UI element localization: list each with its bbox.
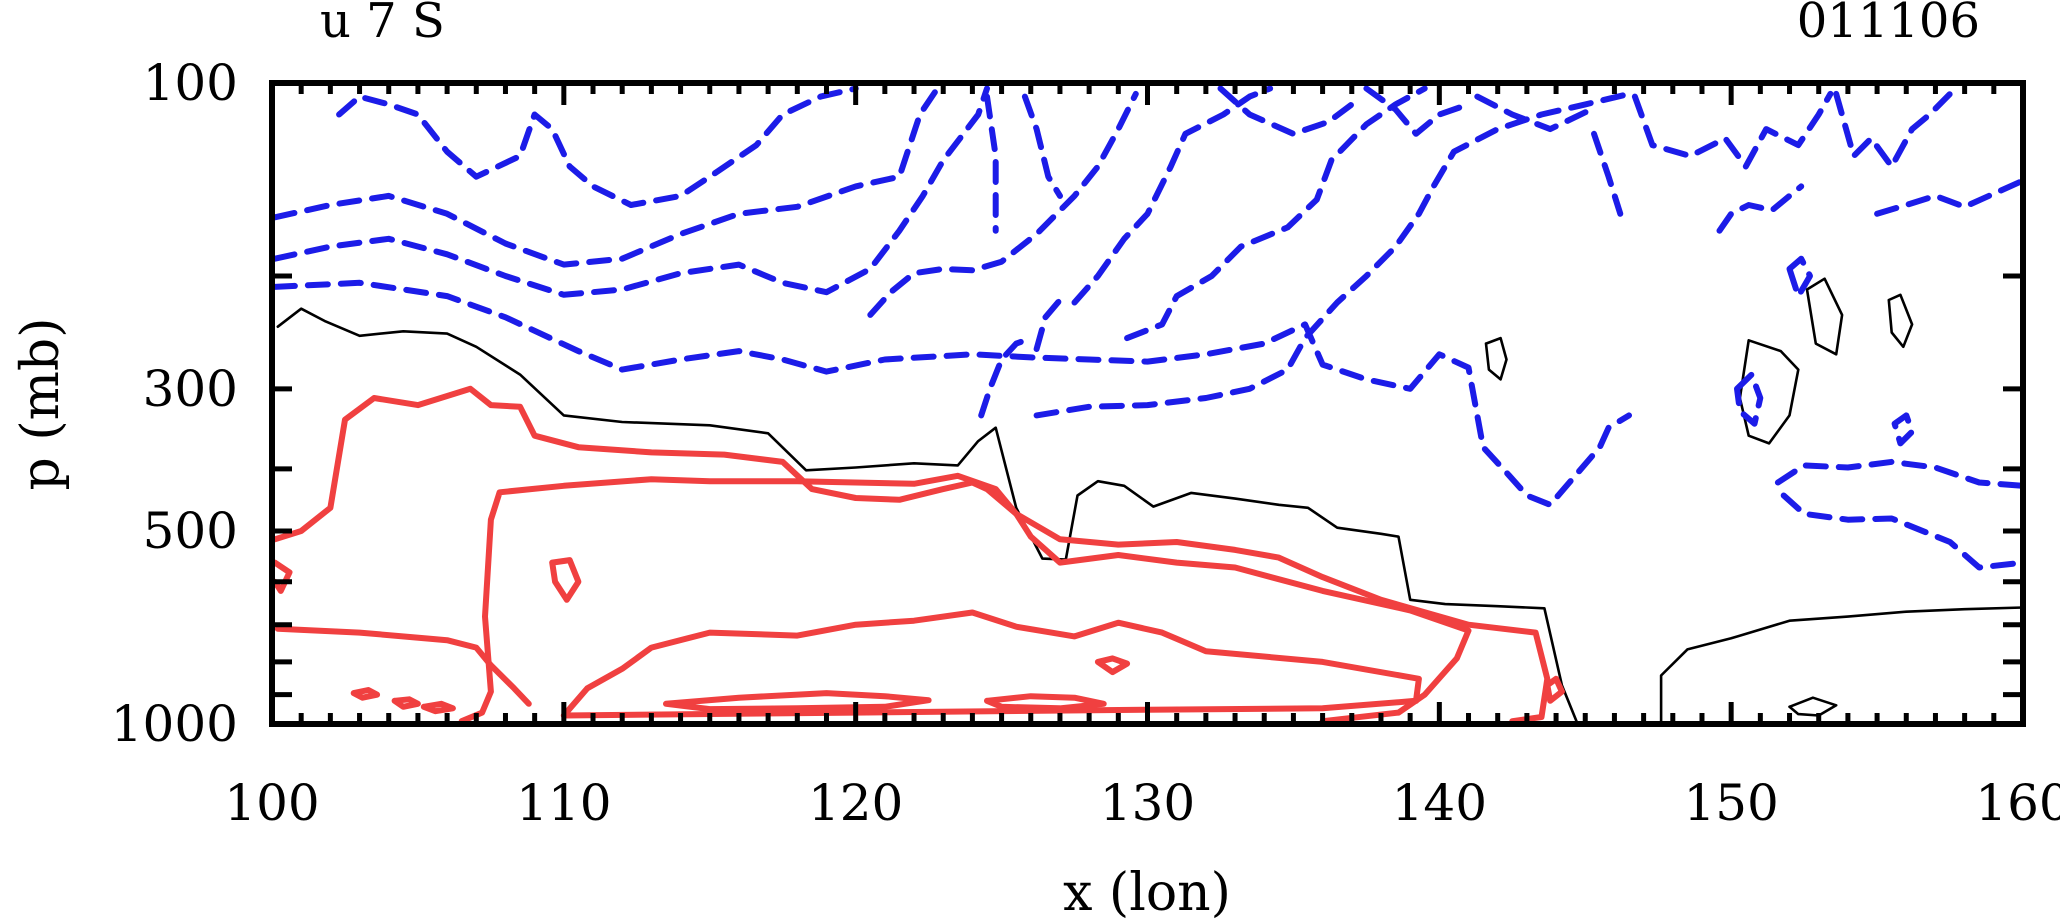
- contour-negative: [271, 85, 941, 268]
- contour-lines: [271, 85, 2026, 725]
- contour-negative: [271, 279, 1632, 508]
- contour-positive: [984, 693, 1107, 712]
- plot-frame: [269, 80, 2026, 727]
- x-tick-label: 120: [808, 774, 903, 832]
- chart-title-right: 011106: [1797, 0, 1980, 49]
- y-tick-labels: 100 300 500 1000: [111, 54, 238, 753]
- y-tick-label: 1000: [111, 695, 238, 753]
- contour-zero: [1659, 606, 2025, 724]
- contour-negative: [1786, 255, 1813, 300]
- x-axis-label: x (lon): [1063, 863, 1231, 923]
- contour-zero: [1738, 339, 1800, 445]
- contour-negative: [1363, 85, 1472, 137]
- y-tick-label: 300: [143, 360, 238, 418]
- contour-positive: [271, 385, 1551, 725]
- x-tick-label: 150: [1683, 774, 1778, 832]
- contour-positive: [274, 625, 532, 707]
- contour-positive: [350, 687, 381, 701]
- contour-negative: [1874, 177, 2026, 217]
- contour-zero: [1788, 696, 1838, 717]
- contour-positive: [560, 609, 1422, 719]
- x-tick-labels: 100 110 120 130 140 150 160: [224, 774, 2060, 832]
- chart-title-left: u 7 S: [320, 0, 445, 49]
- contour-positive: [391, 696, 421, 710]
- y-axis-label: p (mb): [11, 318, 71, 491]
- contour-negative: [1217, 85, 1355, 137]
- contour-negative: [1774, 458, 2026, 489]
- contour-zero: [1484, 336, 1508, 381]
- contour-positive: [271, 559, 293, 594]
- x-tick-label: 100: [224, 774, 319, 832]
- contour-positive: [458, 472, 1472, 725]
- contour-negative: [1716, 183, 1805, 234]
- contour-zero: [1887, 293, 1914, 349]
- contour-negative: [336, 85, 859, 208]
- contour-negative: [1631, 90, 1834, 170]
- x-tick-label: 160: [1975, 774, 2060, 832]
- contour-negative: [1474, 93, 1595, 133]
- x-tick-label: 130: [1100, 774, 1195, 832]
- y-tick-label: 100: [143, 54, 238, 112]
- contour-positive: [420, 700, 456, 715]
- contour-zero: [1805, 277, 1844, 356]
- contour-negative: [1021, 93, 1063, 199]
- y-tick-label: 500: [143, 502, 238, 560]
- x-tick-label: 140: [1392, 774, 1487, 832]
- contour-negative: [984, 93, 999, 234]
- contour-negative: [867, 90, 1139, 318]
- contour-negative: [978, 335, 1034, 419]
- contour-negative: [1033, 297, 1063, 352]
- contour-positive: [663, 690, 932, 713]
- contour-positive: [549, 557, 582, 603]
- contour-positive: [1094, 655, 1131, 676]
- contour-positive: [1544, 675, 1565, 704]
- contour-zero: [276, 307, 1578, 723]
- contour-negative: [1033, 90, 1632, 419]
- contour-negative: [1833, 90, 1953, 170]
- contour-negative: [1124, 85, 1428, 342]
- contour-negative: [1780, 492, 2026, 571]
- contour-negative: [1891, 412, 1916, 447]
- contour-negative: [1734, 371, 1764, 427]
- contour-negative: [1591, 130, 1624, 217]
- x-tick-label: 110: [516, 774, 611, 832]
- contour-negative: [271, 85, 990, 298]
- contour-negative: [1071, 85, 1274, 306]
